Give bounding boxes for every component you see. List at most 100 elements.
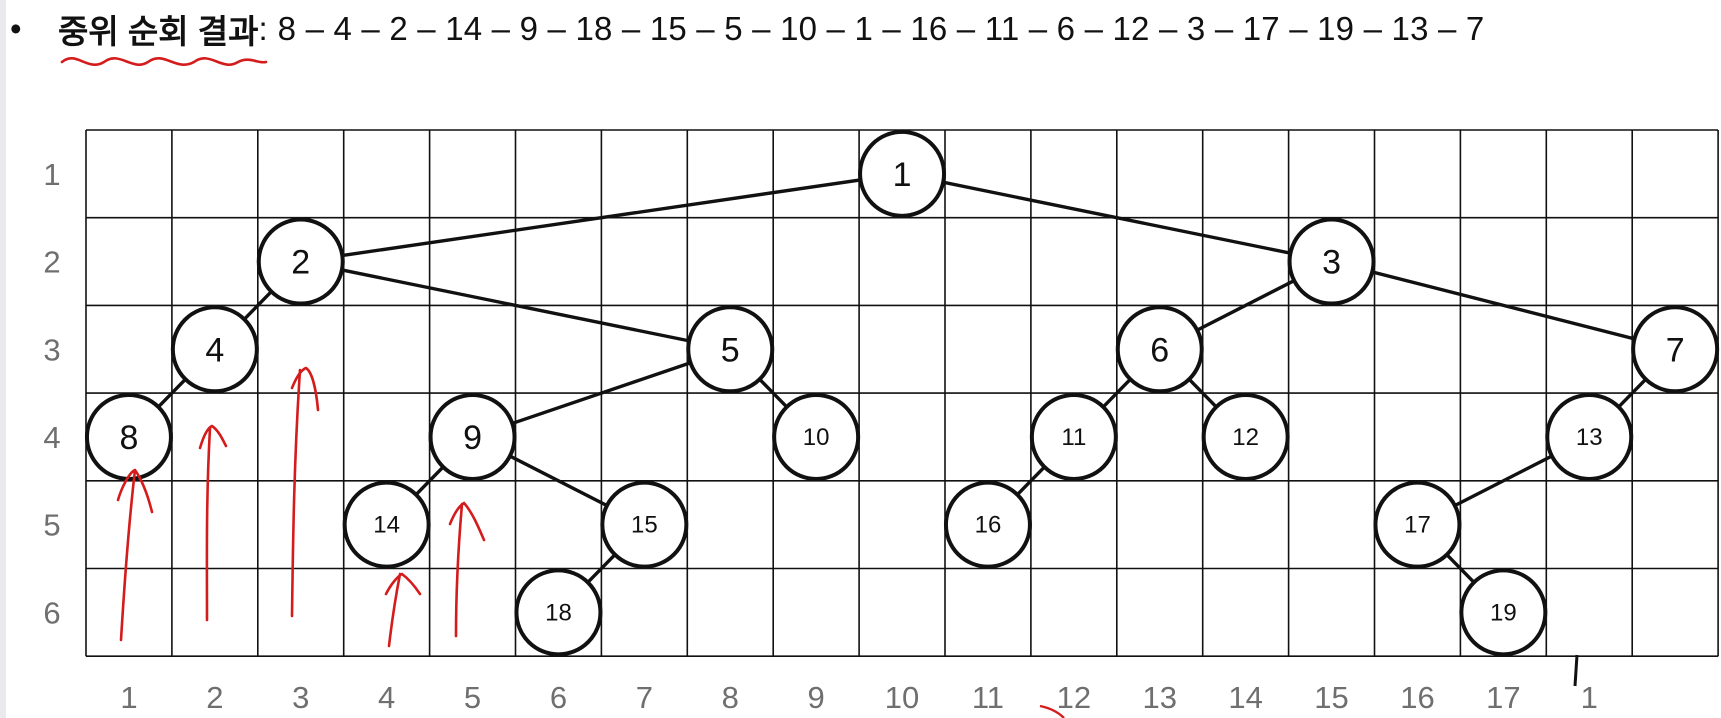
node-circle bbox=[1373, 480, 1462, 569]
node-label: 9 bbox=[463, 419, 482, 457]
node-label: 18 bbox=[545, 599, 572, 626]
node-circle bbox=[1029, 392, 1118, 481]
text-cursor-mark bbox=[1573, 654, 1579, 687]
column-label: 2 bbox=[206, 680, 223, 715]
heading-label: 중위 순회 결과 bbox=[58, 13, 259, 50]
heading-underline-squiggle bbox=[60, 57, 268, 66]
node-circle bbox=[772, 392, 861, 481]
tree-edge bbox=[900, 172, 1334, 264]
node-label: 1 bbox=[893, 156, 912, 194]
node-label: 8 bbox=[119, 419, 138, 457]
column-label: 8 bbox=[722, 680, 739, 715]
column-label: 17 bbox=[1486, 680, 1520, 715]
column-label: 6 bbox=[550, 680, 567, 715]
tree-node: 2 bbox=[256, 217, 345, 306]
node-circle bbox=[1115, 305, 1204, 394]
inorder-sequence: 8 – 4 – 2 – 14 – 9 – 18 – 15 – 5 – 10 – … bbox=[277, 10, 1485, 47]
node-label: 17 bbox=[1404, 512, 1431, 539]
node-circle bbox=[858, 129, 947, 218]
red-pen-arrow bbox=[384, 572, 422, 648]
red-pen-arrow bbox=[448, 501, 486, 638]
tree-node: 18 bbox=[514, 568, 603, 657]
tree-node: 4 bbox=[170, 305, 259, 394]
node-circle bbox=[943, 480, 1032, 569]
node-circle bbox=[1287, 217, 1376, 306]
column-label: 4 bbox=[378, 680, 395, 715]
tree-node: 12 bbox=[1201, 392, 1290, 481]
node-circle bbox=[342, 480, 431, 569]
node-label: 19 bbox=[1490, 599, 1517, 626]
tree-node: 17 bbox=[1373, 480, 1462, 569]
node-label: 7 bbox=[1666, 331, 1685, 369]
node-label: 12 bbox=[1232, 424, 1259, 451]
column-label: 12 bbox=[1057, 680, 1091, 715]
inorder-result-heading: • 중위 순회 결과 : 8 – 4 – 2 – 14 – 9 – 18 – 1… bbox=[8, 6, 1484, 52]
node-label: 5 bbox=[721, 331, 740, 369]
node-circle bbox=[256, 217, 345, 306]
tree-node: 1 bbox=[858, 129, 947, 218]
tree-edge bbox=[470, 347, 732, 439]
node-label: 14 bbox=[373, 512, 400, 539]
tree-node: 8 bbox=[84, 392, 173, 481]
red-pen-arrow bbox=[198, 424, 228, 622]
column-label: 13 bbox=[1143, 680, 1177, 715]
tree-edge bbox=[1329, 259, 1677, 351]
row-label: 4 bbox=[43, 420, 60, 455]
column-label: 16 bbox=[1400, 680, 1434, 715]
column-label: 3 bbox=[292, 680, 309, 715]
node-circle bbox=[1545, 392, 1634, 481]
tree-node: 15 bbox=[600, 480, 689, 569]
row-label: 5 bbox=[43, 508, 60, 543]
tree-node: 13 bbox=[1545, 392, 1634, 481]
node-circle bbox=[1631, 305, 1720, 394]
node-circle bbox=[170, 305, 259, 394]
node-label: 10 bbox=[803, 424, 830, 451]
node-circle bbox=[1459, 568, 1548, 657]
heading-colon: : bbox=[258, 10, 268, 47]
row-label: 1 bbox=[43, 157, 60, 192]
node-circle bbox=[428, 392, 517, 481]
node-label: 13 bbox=[1576, 424, 1603, 451]
tree-node: 10 bbox=[772, 392, 861, 481]
red-pen-arrow bbox=[116, 468, 154, 642]
row-label: 6 bbox=[43, 595, 60, 630]
tree-node: 19 bbox=[1459, 568, 1548, 657]
node-label: 3 bbox=[1322, 244, 1341, 282]
tree-edge bbox=[299, 172, 904, 264]
column-label: 7 bbox=[636, 680, 653, 715]
tree-node: 6 bbox=[1115, 305, 1204, 394]
node-circle bbox=[686, 305, 775, 394]
tree-node: 5 bbox=[686, 305, 775, 394]
tree-node: 3 bbox=[1287, 217, 1376, 306]
column-label: 15 bbox=[1314, 680, 1348, 715]
row-label: 2 bbox=[43, 245, 60, 280]
tree-node: 11 bbox=[1029, 392, 1118, 481]
column-label: 5 bbox=[464, 680, 481, 715]
node-label: 2 bbox=[291, 244, 310, 282]
node-circle bbox=[600, 480, 689, 569]
node-label: 15 bbox=[631, 512, 658, 539]
tree-node: 16 bbox=[943, 480, 1032, 569]
red-pen-arrow bbox=[290, 366, 320, 618]
node-label: 11 bbox=[1061, 424, 1086, 451]
tree-node: 14 bbox=[342, 480, 431, 569]
tree-node: 7 bbox=[1631, 305, 1720, 394]
column-label: 1 bbox=[120, 680, 137, 715]
red-pen-mark bbox=[1039, 704, 1065, 718]
node-label: 4 bbox=[205, 331, 224, 369]
node-label: 6 bbox=[1150, 331, 1169, 369]
tree-edge bbox=[299, 259, 732, 351]
left-window-edge bbox=[0, 0, 6, 718]
row-label: 3 bbox=[43, 332, 60, 367]
node-circle bbox=[84, 392, 173, 481]
column-label: 11 bbox=[972, 680, 1004, 715]
column-label: 10 bbox=[885, 680, 919, 715]
bullet-point: • bbox=[10, 10, 22, 47]
node-circle bbox=[514, 568, 603, 657]
tree-node: 9 bbox=[428, 392, 517, 481]
column-label: 1 bbox=[1581, 680, 1598, 715]
node-circle bbox=[1201, 392, 1290, 481]
node-label: 16 bbox=[975, 512, 1002, 539]
column-label: 14 bbox=[1228, 680, 1262, 715]
